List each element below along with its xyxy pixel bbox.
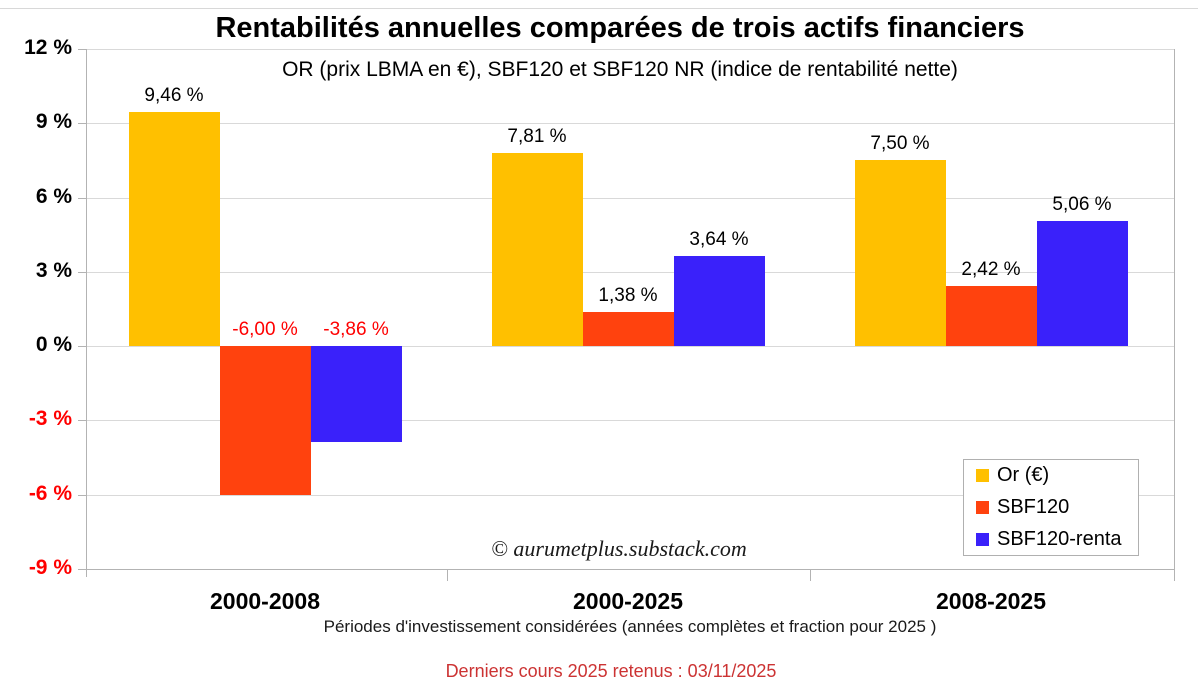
chart-subtitle: OR (prix LBMA en €), SBF120 et SBF120 NR… xyxy=(282,58,958,81)
gridline-6pct xyxy=(86,197,1174,199)
y-tick-mark xyxy=(78,49,86,50)
bar-sbf120-renta-2000-2008 xyxy=(310,346,402,442)
x-axis-caption: Périodes d'investissement considérées (a… xyxy=(323,617,937,636)
bar-value-label: -3,86 % xyxy=(323,319,389,341)
gridline-0pct xyxy=(86,346,1174,348)
x-tick-mark xyxy=(1174,569,1175,581)
y-tick-mark xyxy=(78,494,86,496)
gridline-9pct xyxy=(86,123,1174,125)
bar-sbf120-2000-2025 xyxy=(582,312,674,347)
legend-label: SBF120-renta xyxy=(997,528,1122,550)
legend-label: Or (€) xyxy=(997,464,1050,486)
y-tick-label: -6 % xyxy=(28,481,72,505)
bar-sbf120-2008-2025 xyxy=(945,286,1037,347)
category-label-2008-2025: 2008-2025 xyxy=(936,588,1046,614)
y-tick-label: 12 % xyxy=(24,36,72,59)
bar-sbf120-renta-2008-2025 xyxy=(1036,220,1128,347)
y-tick-label: 9 % xyxy=(35,110,72,134)
y-tick-mark xyxy=(78,346,86,348)
gridline--6pct xyxy=(86,494,1174,496)
category-label-2000-2025: 2000-2025 xyxy=(573,588,683,614)
chart-legend: Or (€) SBF120 SBF120-renta xyxy=(963,459,1139,556)
bar-value-label: 1,38 % xyxy=(598,285,658,306)
y-tick-label: -3 % xyxy=(28,407,72,431)
y-tick-mark xyxy=(78,420,86,422)
plot-right-border xyxy=(1174,49,1175,569)
bar-value-label: 7,50 % xyxy=(870,133,930,155)
legend-item: Or (€) xyxy=(976,464,1138,487)
y-tick-label: -9 % xyxy=(28,556,72,579)
watermark-text: © aurumetplus.substack.com xyxy=(491,536,747,561)
bar-or--2000-2008 xyxy=(128,111,220,347)
bar-value-label: 5,06 % xyxy=(1052,193,1112,215)
legend-swatch-icon xyxy=(976,469,989,482)
y-tick-mark xyxy=(78,123,86,125)
legend-item: SBF120 xyxy=(976,496,1138,519)
bar-or--2000-2025 xyxy=(491,152,583,347)
bar-or--2008-2025 xyxy=(854,160,946,347)
y-tick-mark xyxy=(78,271,86,273)
bar-value-label: 7,81 % xyxy=(507,125,567,147)
legend-item: SBF120-renta xyxy=(976,528,1138,551)
bar-value-label: 2,42 % xyxy=(961,259,1021,281)
gridline-12pct xyxy=(86,49,1174,50)
y-tick-label: 3 % xyxy=(35,258,72,282)
legend-label: SBF120 xyxy=(997,496,1070,518)
footer-note: Derniers cours 2025 retenus : 03/11/2025 xyxy=(445,661,777,681)
bar-value-label: 9,46 % xyxy=(144,84,204,106)
bar-value-label: 3,64 % xyxy=(689,229,749,250)
y-tick-label: 0 % xyxy=(35,333,72,357)
legend-swatch-icon xyxy=(976,501,989,514)
gridline-3pct xyxy=(86,271,1174,273)
bar-value-label: -6,00 % xyxy=(232,319,298,341)
x-tick-mark xyxy=(447,569,448,581)
chart-title: Rentabilités annuelles comparées de troi… xyxy=(215,12,1025,44)
plot-area: 9,46 % -6,00 % -3,86 % 7,81 % 1,38 % 3,64 % 7,… xyxy=(86,49,1174,569)
bar-sbf120-renta-2000-2025 xyxy=(673,256,765,347)
x-tick-mark xyxy=(810,569,811,581)
y-tick-mark xyxy=(78,569,86,570)
x-axis-line xyxy=(86,569,1175,570)
top-border-line xyxy=(0,8,1198,9)
y-tick-label: 6 % xyxy=(35,184,72,208)
y-tick-mark xyxy=(78,197,86,199)
category-label-2000-2008: 2000-2008 xyxy=(210,588,320,614)
legend-swatch-icon xyxy=(976,533,989,546)
bar-sbf120-2000-2008 xyxy=(219,346,311,495)
gridline--3pct xyxy=(86,420,1174,422)
y-axis-line xyxy=(86,49,87,577)
